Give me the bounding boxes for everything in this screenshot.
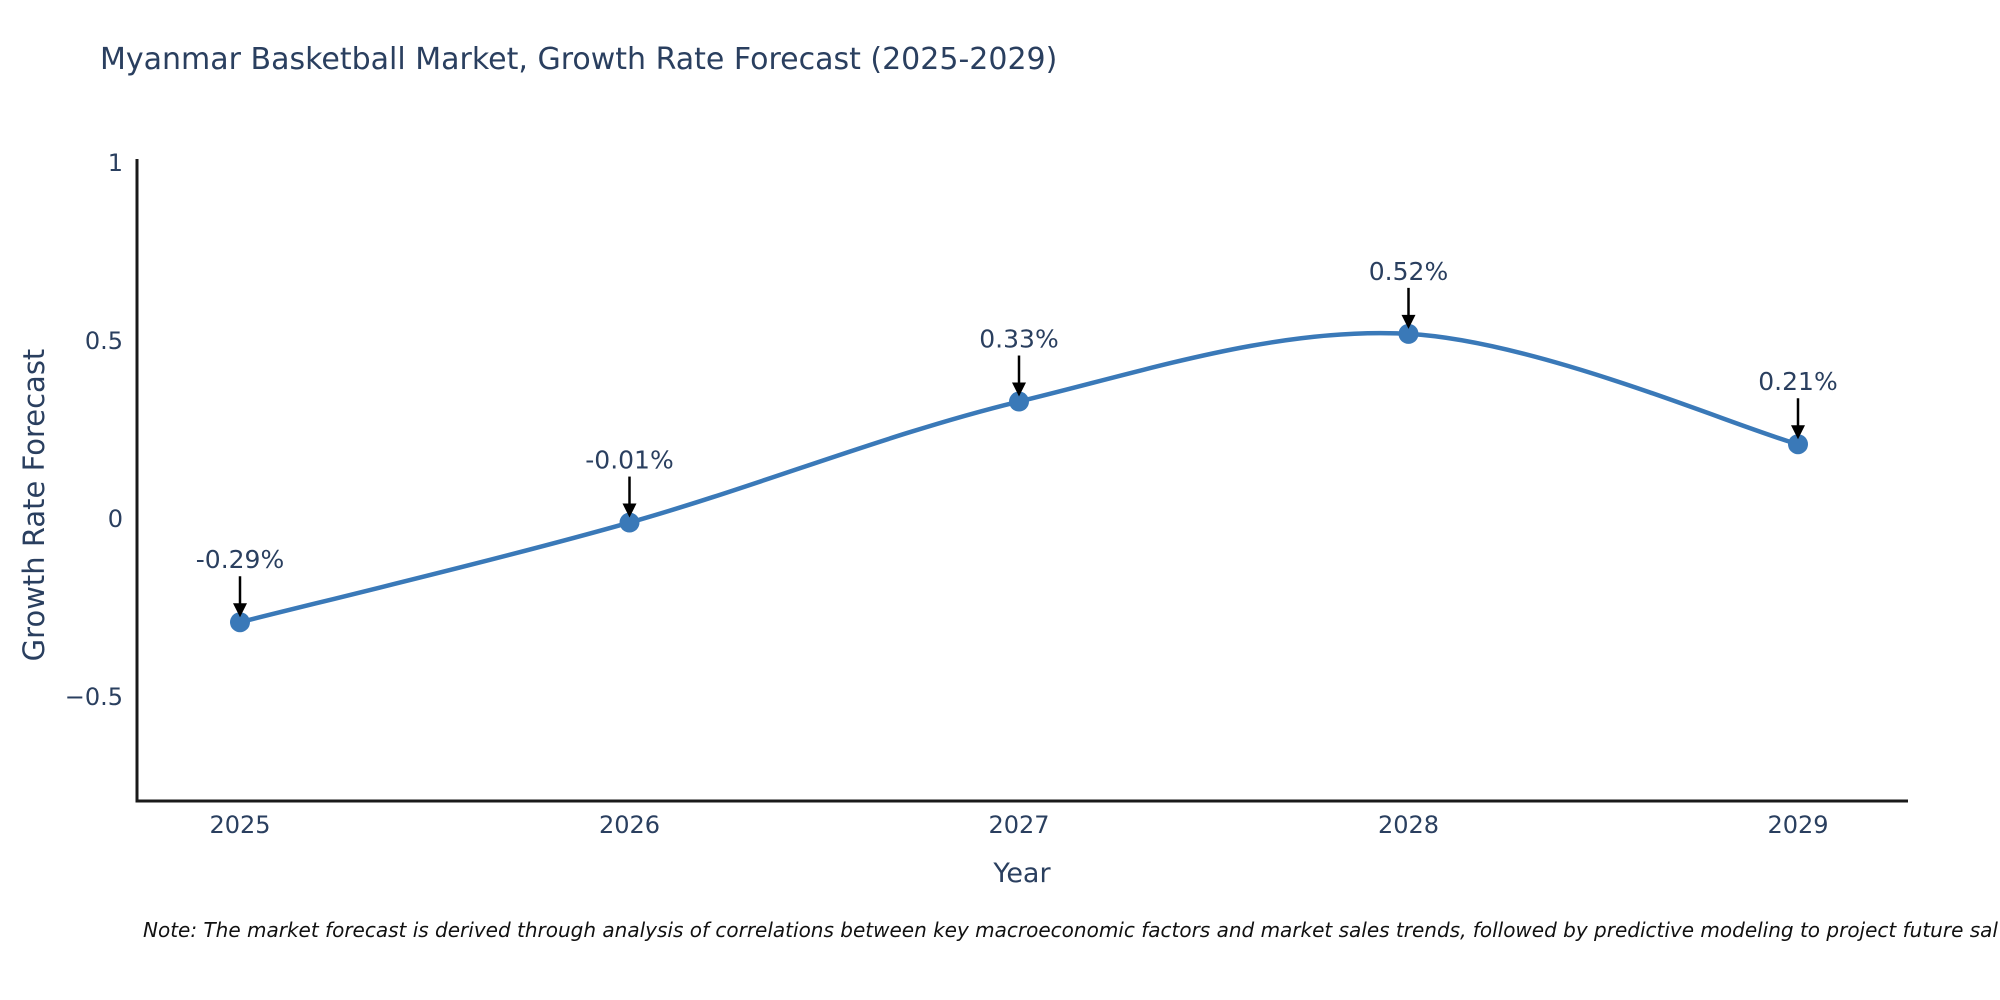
data-point-label: -0.01%	[585, 446, 673, 475]
data-point-marker[interactable]	[1398, 323, 1419, 344]
x-axis-title: Year	[993, 858, 1051, 889]
annotation-arrow-head	[1012, 382, 1026, 397]
x-tick-label: 2027	[988, 811, 1049, 839]
y-tick-label: −0.5	[65, 683, 123, 711]
data-point-label: 0.21%	[1758, 367, 1837, 396]
annotation-arrow-head	[622, 503, 637, 518]
y-tick-label: 0.5	[85, 327, 123, 355]
x-tick-label: 2025	[209, 811, 270, 839]
x-tick-label: 2029	[1767, 811, 1828, 839]
x-tick-label: 2026	[599, 811, 660, 839]
data-point-label: 0.33%	[979, 325, 1058, 354]
data-point-label: 0.52%	[1369, 257, 1448, 286]
y-tick-label: 0	[108, 505, 123, 533]
x-tick-label: 2028	[1378, 811, 1439, 839]
footnote: Note: The market forecast is derived thr…	[143, 918, 1998, 942]
data-point-marker[interactable]	[1009, 391, 1029, 412]
annotation-arrow-head	[1401, 314, 1416, 329]
data-point-marker[interactable]	[1788, 434, 1808, 455]
chart-title: Myanmar Basketball Market, Growth Rate F…	[100, 42, 1058, 77]
data-point-marker[interactable]	[619, 512, 640, 533]
data-point-marker[interactable]	[230, 612, 250, 633]
y-tick-label: 1	[108, 149, 123, 177]
data-point-label: -0.29%	[196, 545, 284, 574]
annotation-arrow-head	[233, 603, 247, 618]
annotation-arrow-head	[1791, 425, 1805, 440]
